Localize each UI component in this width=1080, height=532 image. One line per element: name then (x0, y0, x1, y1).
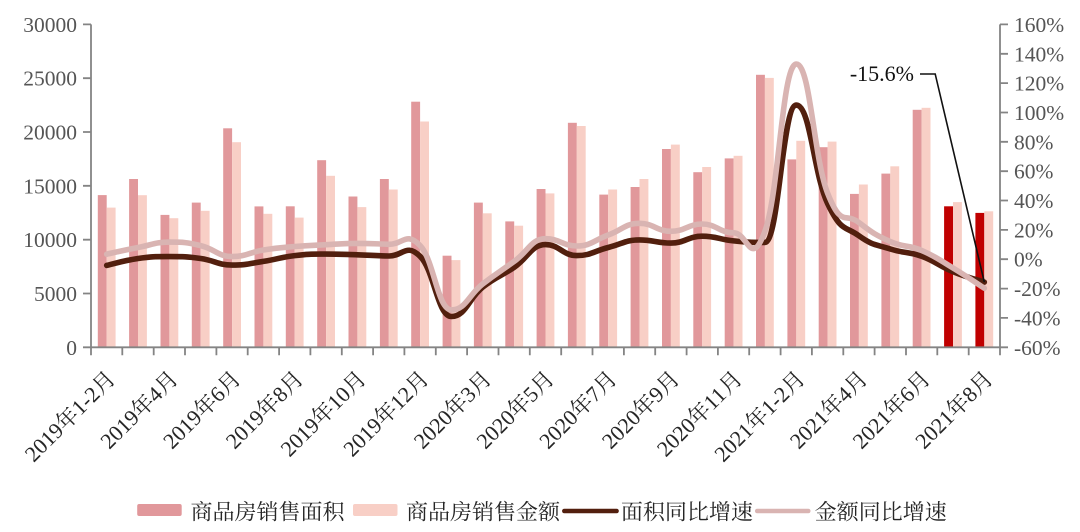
svg-text:100%: 100% (1014, 101, 1064, 125)
svg-text:60%: 60% (1014, 160, 1054, 184)
svg-text:10000: 10000 (23, 228, 77, 252)
svg-text:25000: 25000 (23, 67, 77, 91)
svg-text:160%: 160% (1014, 13, 1064, 37)
svg-text:120%: 120% (1014, 72, 1064, 96)
svg-text:80%: 80% (1014, 130, 1054, 154)
svg-text:20%: 20% (1014, 218, 1054, 242)
svg-text:-15.6%: -15.6% (850, 61, 914, 86)
svg-text:-40%: -40% (1014, 306, 1061, 330)
svg-text:40%: 40% (1014, 189, 1054, 213)
svg-text:0%: 0% (1014, 248, 1043, 272)
svg-text:15000: 15000 (23, 174, 77, 198)
svg-text:20000: 20000 (23, 121, 77, 145)
svg-text:0: 0 (66, 336, 77, 360)
svg-text:140%: 140% (1014, 42, 1064, 66)
svg-text:5000: 5000 (34, 282, 77, 306)
svg-text:-20%: -20% (1014, 277, 1061, 301)
svg-text:-60%: -60% (1014, 336, 1061, 360)
svg-text:30000: 30000 (23, 13, 77, 37)
